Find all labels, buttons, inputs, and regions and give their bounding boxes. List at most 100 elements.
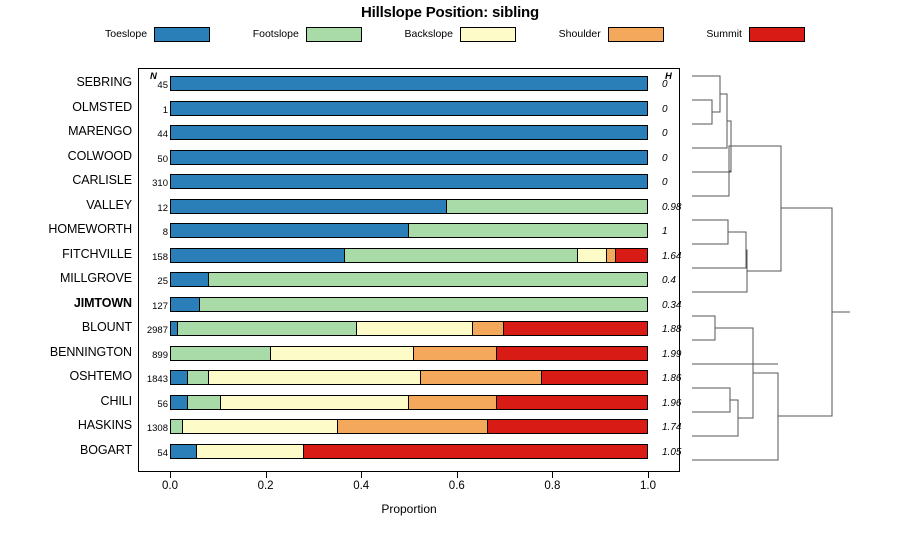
table-row[interactable]: HOMEWORTH 8 1 xyxy=(0,219,900,243)
table-row[interactable]: BENNINGTON 899 1.99 xyxy=(0,342,900,366)
stacked-bar[interactable] xyxy=(170,345,648,361)
table-row[interactable]: VALLEY 12 0.98 xyxy=(0,195,900,219)
legend-swatch xyxy=(305,26,362,42)
shannon-h-value: 1.99 xyxy=(662,348,682,360)
table-row[interactable]: HASKINS 1308 1.74 xyxy=(0,415,900,439)
stacked-bar[interactable] xyxy=(170,296,648,312)
shannon-h-value: 1.64 xyxy=(662,250,682,262)
table-row[interactable]: CARLISLE 310 0 xyxy=(0,170,900,194)
shannon-h-value: 0 xyxy=(662,128,668,139)
shannon-h-value: 1.96 xyxy=(662,397,682,409)
stacked-bar[interactable] xyxy=(170,394,648,410)
series-label-blount[interactable]: BLOUNT xyxy=(81,320,132,334)
stacked-bar[interactable] xyxy=(170,272,648,287)
series-label-bogart[interactable]: BOGART xyxy=(80,442,132,457)
table-row[interactable]: OLMSTED 1 0 xyxy=(0,97,900,121)
shannon-h-value: 0 xyxy=(662,177,668,188)
bar-segment xyxy=(504,322,647,335)
legend-label: Backslope xyxy=(404,28,453,40)
stacked-bar[interactable] xyxy=(170,419,648,434)
axis-tick xyxy=(552,472,554,478)
n-count: 25 xyxy=(157,276,168,287)
bar-segment xyxy=(171,297,200,311)
table-row[interactable]: BOGART 54 1.05 xyxy=(0,440,900,464)
bar-segment xyxy=(209,371,421,384)
axis-tick-label: 0.0 xyxy=(162,480,178,492)
shannon-h-value: 1 xyxy=(662,226,668,237)
legend-entry-shoulder[interactable]: Shoulder xyxy=(558,26,664,42)
legend-entry-footslope[interactable]: Footslope xyxy=(252,26,362,42)
n-count: 12 xyxy=(157,202,168,214)
series-label-millgrove[interactable]: MILLGROVE xyxy=(59,271,132,285)
stacked-bar[interactable] xyxy=(170,125,648,140)
series-label-valley[interactable]: VALLEY xyxy=(86,197,132,212)
n-count: 2987 xyxy=(146,325,168,336)
bar-segment xyxy=(447,199,647,213)
bar-segment xyxy=(487,420,647,433)
table-row[interactable]: JIMTOWN 127 0.34 xyxy=(0,293,900,317)
table-row[interactable]: OSHTEMO 1843 1.86 xyxy=(0,366,900,390)
series-label-olmsted[interactable]: OLMSTED xyxy=(72,99,132,114)
stacked-bar[interactable] xyxy=(170,76,648,91)
legend-swatch xyxy=(607,26,664,42)
dendrogram-svg xyxy=(692,75,850,461)
bar-segment xyxy=(171,346,271,360)
table-row[interactable]: COLWOOD 50 0 xyxy=(0,146,900,170)
bar-segment xyxy=(187,395,221,409)
axis-tick-label: 0.8 xyxy=(544,480,561,492)
series-label-colwood[interactable]: COLWOOD xyxy=(67,148,132,163)
stacked-bar[interactable] xyxy=(170,223,648,238)
legend-label: Toeslope xyxy=(105,28,148,40)
table-row[interactable]: FITCHVILLE 158 1.64 xyxy=(0,244,900,268)
shannon-h-value: 0.98 xyxy=(662,201,682,213)
series-label-homeworth[interactable]: HOMEWORTH xyxy=(48,222,132,236)
series-label-marengo[interactable]: MARENGO xyxy=(68,124,132,138)
stacked-bar[interactable] xyxy=(170,174,648,189)
stacked-bar[interactable] xyxy=(170,321,648,336)
axis-tick-label: 0.4 xyxy=(353,480,370,492)
series-label-carlisle[interactable]: CARLISLE xyxy=(72,173,132,187)
bar-segment xyxy=(220,395,409,409)
series-label-bennington[interactable]: BENNINGTON xyxy=(49,344,132,359)
axis-tick xyxy=(648,472,649,478)
shannon-h-value: 1.88 xyxy=(662,324,682,335)
table-row[interactable]: MILLGROVE 25 0.4 xyxy=(0,268,900,292)
x-axis-label: Proportion xyxy=(381,502,437,516)
series-label-jimtown[interactable]: JIMTOWN xyxy=(73,295,132,310)
bar-segment xyxy=(606,248,617,262)
stacked-bar[interactable] xyxy=(170,198,648,214)
bar-segment xyxy=(171,322,179,335)
series-label-chili[interactable]: CHILI xyxy=(100,393,133,408)
bar-segment xyxy=(304,444,647,458)
bar-segment xyxy=(497,395,647,409)
legend-label: Summit xyxy=(706,28,742,40)
legend-entry-backslope[interactable]: Backslope xyxy=(404,26,516,42)
legend-entry-toeslope[interactable]: Toeslope xyxy=(105,26,211,42)
legend-label: Shoulder xyxy=(558,28,601,40)
table-row[interactable]: BLOUNT 2987 1.88 xyxy=(0,317,900,341)
shannon-h-value: 1.74 xyxy=(662,422,682,433)
table-row[interactable]: CHILI 56 1.96 xyxy=(0,391,900,415)
legend-entry-summit[interactable]: Summit xyxy=(706,26,805,42)
legend-label: Footslope xyxy=(252,28,299,40)
stacked-bar[interactable] xyxy=(170,149,648,165)
series-label-sebring[interactable]: SEBRING xyxy=(76,75,132,89)
stacked-bar[interactable] xyxy=(170,443,648,459)
series-label-haskins[interactable]: HASKINS xyxy=(77,418,132,432)
table-row[interactable]: MARENGO 44 0 xyxy=(0,121,900,145)
stacked-bar[interactable] xyxy=(170,247,648,263)
n-column-header: N xyxy=(150,71,157,82)
bar-segment xyxy=(171,395,188,409)
table-row[interactable]: SEBRING 45 0 xyxy=(0,72,900,96)
series-label-oshtemo[interactable]: OSHTEMO xyxy=(69,369,133,383)
stacked-bar[interactable] xyxy=(170,100,648,116)
stacked-bar[interactable] xyxy=(170,370,648,385)
shannon-h-value: 0 xyxy=(662,152,668,164)
n-count: 1308 xyxy=(146,423,168,434)
series-label-fitchville[interactable]: FITCHVILLE xyxy=(62,246,132,261)
axis-tick xyxy=(170,472,171,478)
bar-segment xyxy=(171,77,647,90)
bar-segment xyxy=(171,420,183,433)
bar-segment xyxy=(209,273,647,286)
bar-segment xyxy=(337,420,488,433)
